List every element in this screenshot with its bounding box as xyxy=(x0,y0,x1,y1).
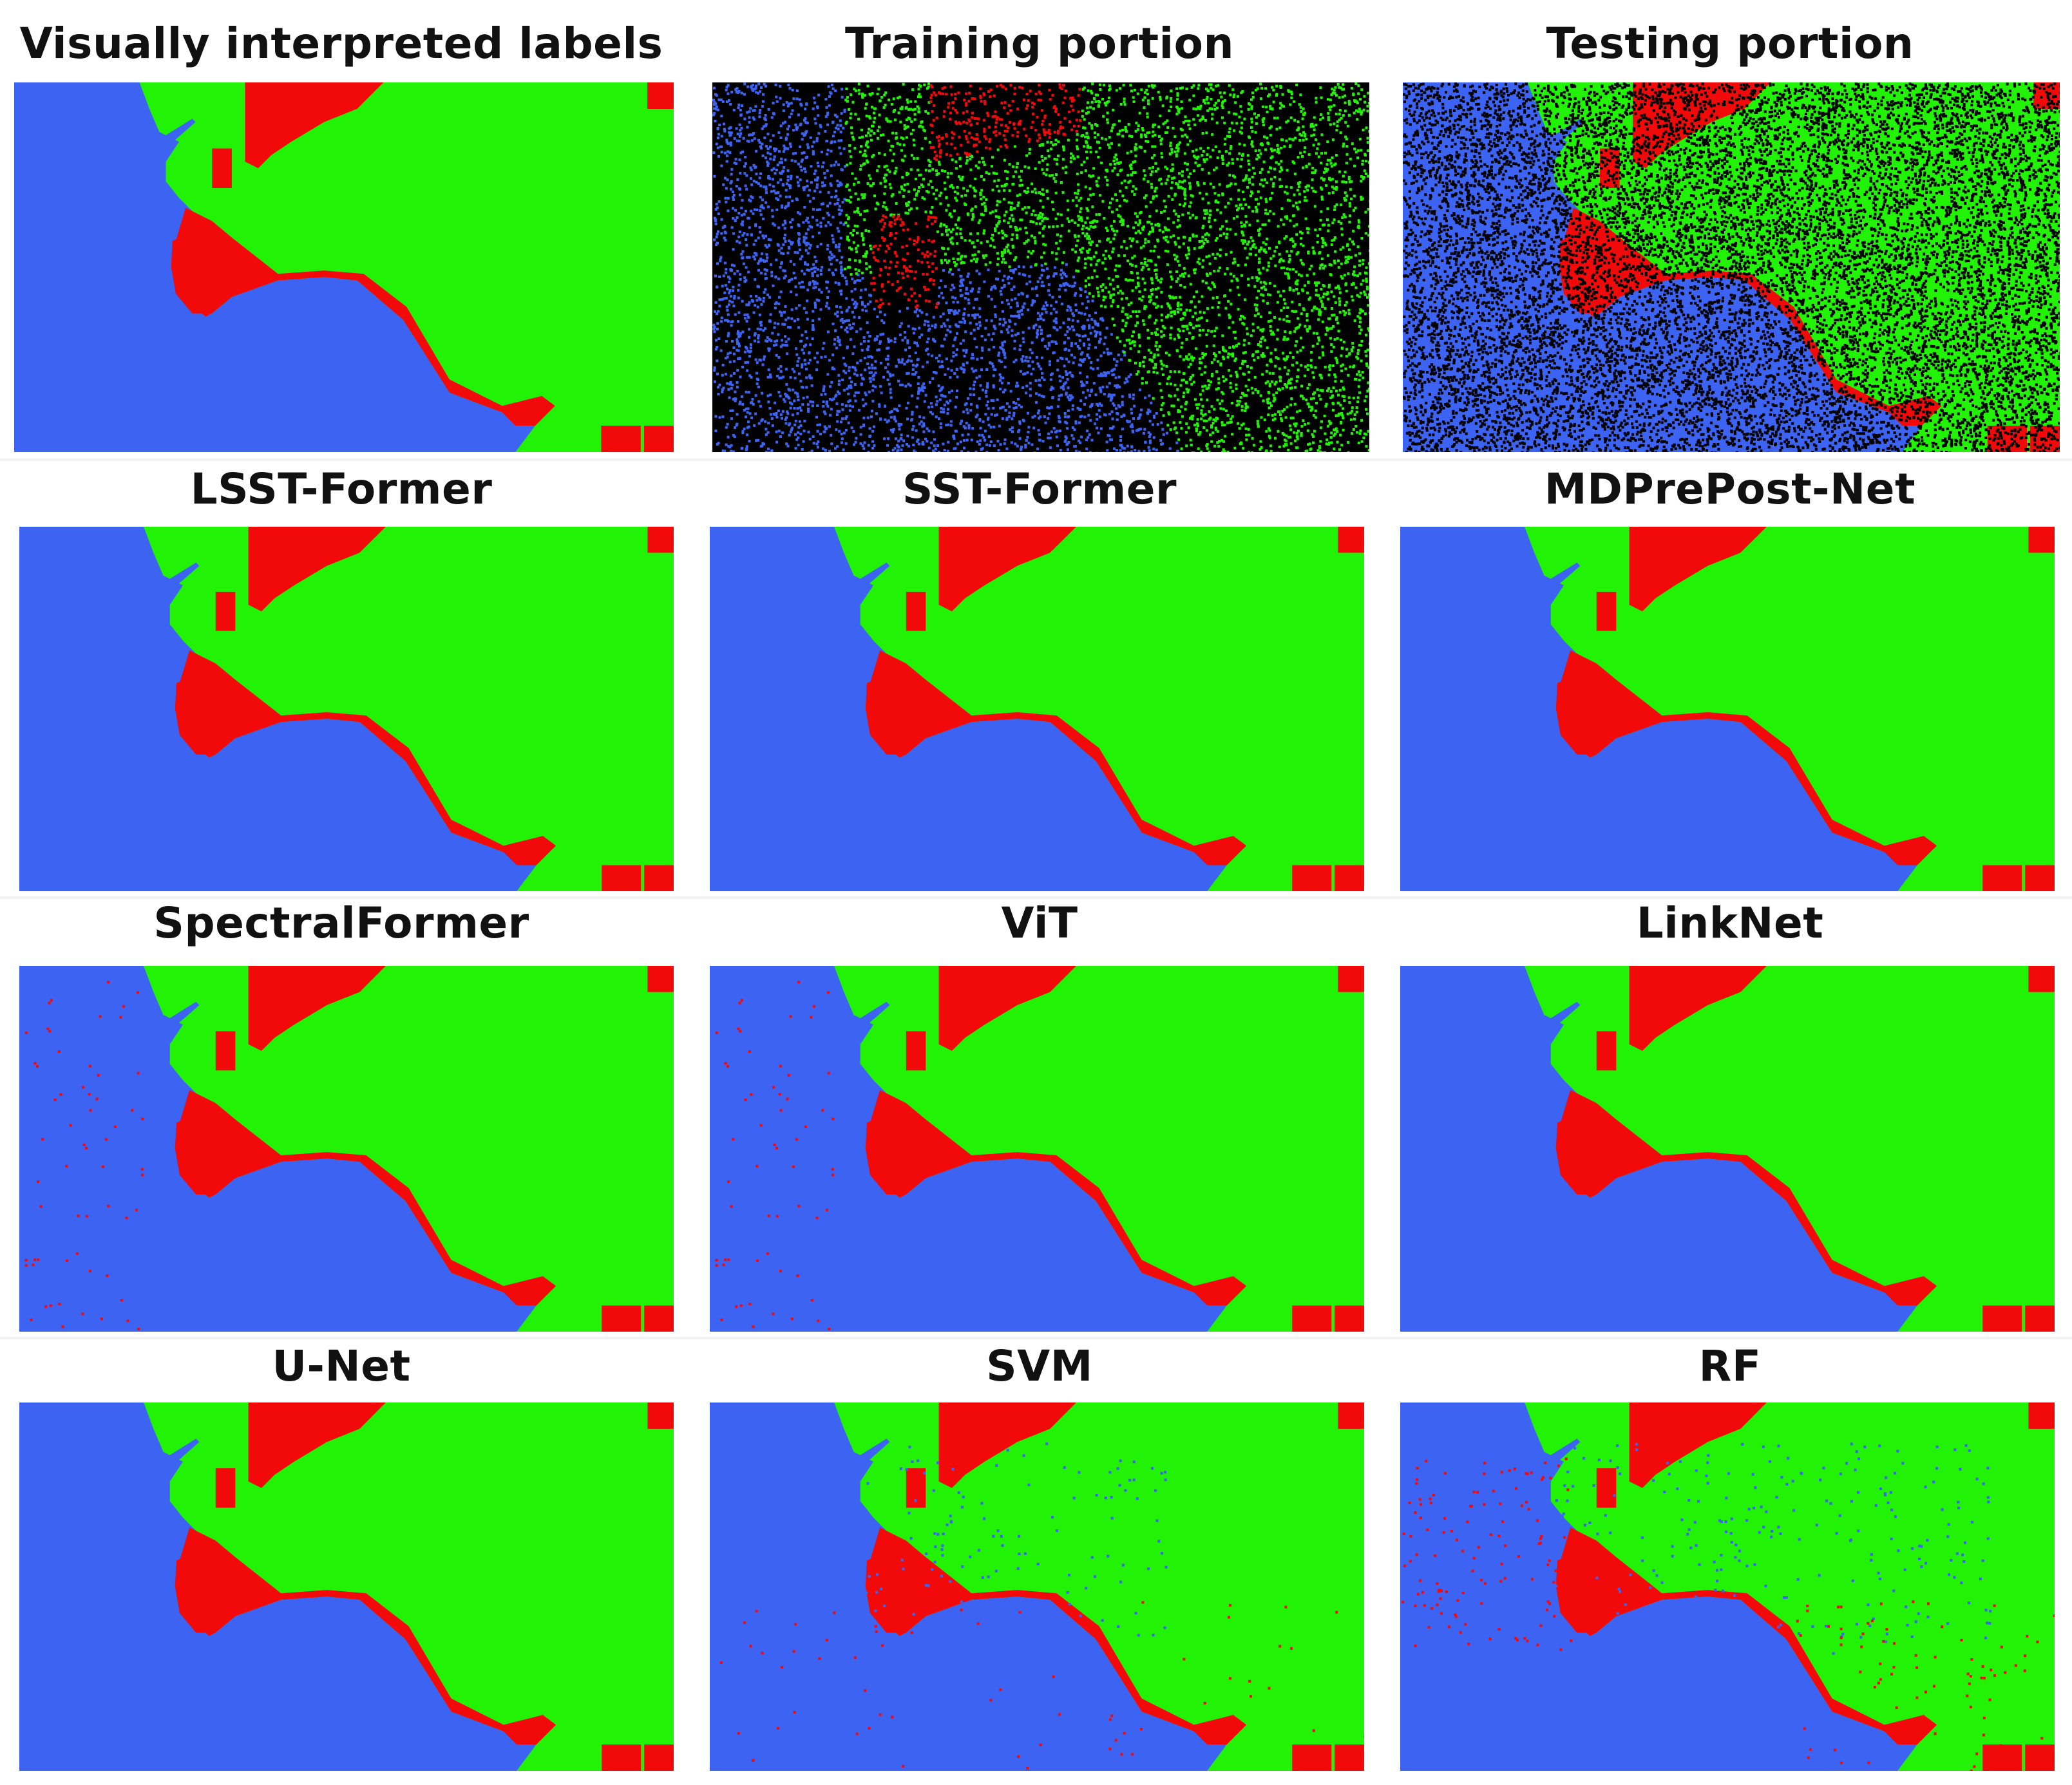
map-panel-testing xyxy=(1403,82,2060,452)
panel-title-vit: ViT xyxy=(711,891,1368,956)
map-panel-linknet xyxy=(1400,966,2055,1332)
map-panel-mdprepost-net xyxy=(1400,527,2055,891)
map-panel-u-net xyxy=(19,1402,674,1771)
classification-map xyxy=(1400,527,2055,891)
map-panel-svm xyxy=(710,1402,1364,1771)
row-divider xyxy=(0,458,2072,461)
map-panel-labels xyxy=(14,82,674,452)
panel-title-testing: Testing portion xyxy=(1402,12,2058,76)
panel-title-spectralformer: SpectralFormer xyxy=(13,891,670,956)
map-panel-lsst-former xyxy=(19,527,674,891)
classification-map xyxy=(710,966,1364,1332)
classification-map xyxy=(1400,966,2055,1332)
map-panel-sst-former xyxy=(710,527,1364,891)
classification-map xyxy=(19,1402,674,1771)
classification-map xyxy=(710,1402,1364,1771)
row-divider xyxy=(0,1337,2072,1339)
panel-title-svm: SVM xyxy=(711,1334,1368,1399)
classification-map xyxy=(14,82,674,452)
classification-map xyxy=(1400,1402,2055,1771)
classification-map xyxy=(1403,82,2060,452)
map-panel-training xyxy=(712,82,1369,452)
row-divider xyxy=(0,896,2072,899)
panel-title-lsst-former: LSST-Former xyxy=(13,457,670,522)
classification-map xyxy=(19,527,674,891)
panel-title-mdprepost-net: MDPrePost-Net xyxy=(1402,457,2058,522)
map-panel-spectralformer xyxy=(19,966,674,1332)
map-panel-vit xyxy=(710,966,1364,1332)
panel-title-training: Training portion xyxy=(711,12,1368,76)
panel-title-linknet: LinkNet xyxy=(1402,891,2058,956)
classification-map xyxy=(712,82,1369,452)
panel-title-labels: Visually interpreted labels xyxy=(13,12,670,76)
panel-title-rf: RF xyxy=(1402,1334,2058,1399)
panel-title-sst-former: SST-Former xyxy=(711,457,1368,522)
classification-map xyxy=(710,527,1364,891)
classification-map xyxy=(19,966,674,1332)
panel-title-u-net: U-Net xyxy=(13,1334,670,1399)
map-panel-rf xyxy=(1400,1402,2055,1771)
